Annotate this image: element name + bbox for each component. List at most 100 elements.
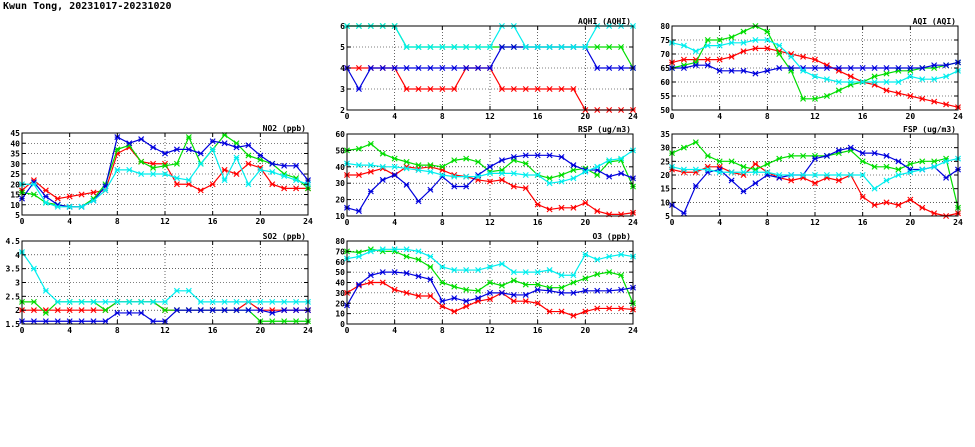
aqi-green-point	[871, 73, 878, 80]
aqhi-blue-point	[451, 65, 458, 71]
no2-cyan-point	[66, 203, 73, 210]
aqhi-x-tick-label: 0	[345, 112, 350, 121]
so2-blue-point	[197, 307, 204, 314]
o3-red-point	[522, 298, 529, 305]
aqhi-red-point	[355, 65, 362, 71]
aqhi-red-point	[451, 86, 458, 92]
o3-cyan-point	[427, 253, 434, 260]
aqi-red-point	[716, 56, 723, 63]
fsp-red-point	[895, 202, 902, 209]
o3-y-tick-label: 10	[335, 310, 345, 319]
o3-red-point	[546, 308, 553, 315]
aqi-red-point	[728, 53, 735, 60]
so2-blue-point	[138, 309, 145, 316]
page-title: Kwun Tong, 20231017-20231020	[3, 1, 172, 12]
rsp-blue-point	[558, 153, 565, 160]
no2-x-tick-label: 4	[67, 217, 72, 226]
so2-blue-point	[281, 307, 288, 314]
o3-red-point	[534, 300, 541, 307]
fsp-blue-point	[883, 152, 890, 159]
o3-green-point	[510, 277, 517, 284]
o3-red-point	[427, 292, 434, 299]
aqhi-y-tick-label: 3	[340, 85, 345, 94]
o3-cyan-point	[582, 251, 589, 258]
o3-x-tick-label: 12	[485, 326, 495, 335]
fsp-cyan-point	[847, 172, 854, 178]
rsp-x-tick-label: 24	[628, 218, 638, 227]
aqhi-chart-title: AQHI (AQHI)	[578, 17, 631, 26]
fsp-green-point	[895, 166, 902, 173]
aqhi-red-point	[403, 86, 410, 92]
fsp-red-point	[871, 202, 878, 209]
aqi-cyan-point	[847, 79, 854, 85]
aqi-cyan-point	[728, 39, 735, 46]
aqi-cyan-point	[680, 42, 687, 49]
aqi-cyan-point	[776, 42, 783, 49]
so2-cyan-point	[30, 265, 37, 272]
aqi-blue-point	[680, 65, 687, 71]
fsp-red-point	[907, 196, 914, 203]
fsp-blue-point	[835, 147, 842, 154]
o3-x-tick-label: 24	[628, 326, 638, 335]
rsp-red-point	[534, 201, 541, 208]
so2-green-point	[293, 318, 300, 325]
aqhi-red-point	[439, 86, 446, 92]
aqi-green-point	[716, 37, 723, 43]
no2-green-point	[30, 191, 37, 198]
no2-green-point	[138, 158, 145, 165]
fsp-cyan-point	[776, 172, 783, 178]
fsp-cyan-point	[835, 172, 842, 178]
aqi-chart: 0 4 8 12 16 20 24 50 55 60 65 70 75 80 AQI (AQI)	[660, 17, 963, 121]
so2-x-tick-label: 0	[20, 326, 25, 335]
aqi-green-point	[776, 51, 783, 57]
fsp-cyan-point	[919, 166, 926, 173]
rsp-red-point	[487, 178, 493, 185]
rsp-y-tick-label: 30	[335, 179, 345, 188]
aqi-x-tick-label: 16	[858, 112, 868, 121]
fsp-chart: 0 4 8 12 16 20 24 5 10 15 20 25 30 35 FSP (ug/m3)	[660, 125, 963, 227]
so2-blue-point	[269, 309, 276, 316]
no2-red-point	[173, 181, 180, 188]
fsp-cyan-point	[883, 177, 890, 184]
aqi-green-point	[800, 95, 807, 102]
rsp-cyan-point	[582, 168, 589, 175]
so2-cyan-point	[102, 298, 109, 305]
rsp-red-point	[558, 204, 565, 211]
o3-cyan-point	[570, 272, 577, 279]
so2-green-point	[42, 309, 49, 316]
rsp-x-tick-label: 12	[485, 218, 495, 227]
no2-y-tick-label: 15	[10, 191, 20, 200]
fsp-y-tick-label: 35	[660, 130, 670, 139]
aqi-x-tick-label: 12	[810, 112, 820, 121]
fsp-red-point	[823, 174, 830, 181]
so2-red-point	[90, 307, 97, 314]
aqhi-cyan-point	[439, 44, 446, 50]
o3-red-point	[606, 305, 613, 312]
aqi-green-point	[740, 28, 747, 35]
no2-blue-point	[257, 152, 264, 159]
no2-blue-point	[185, 146, 192, 153]
o3-green-point	[606, 269, 613, 276]
aqhi-blue-point	[367, 65, 374, 71]
so2-cyan-point	[126, 298, 133, 305]
aqi-green-point	[704, 37, 711, 43]
aqi-x-tick-label: 8	[765, 112, 770, 121]
so2-cyan-point	[269, 298, 276, 305]
aqhi-red-point	[534, 86, 541, 92]
aqi-cyan-point	[871, 79, 878, 85]
fsp-y-tick-label: 25	[660, 157, 670, 166]
rsp-cyan-point	[379, 163, 386, 170]
o3-red-point	[570, 312, 577, 319]
o3-blue-point	[475, 295, 482, 302]
o3-green-point	[415, 256, 422, 263]
no2-cyan-point	[281, 173, 288, 180]
o3-cyan-point	[367, 248, 374, 255]
no2-cyan-point	[245, 181, 252, 188]
aqhi-blue-point	[427, 65, 434, 71]
fsp-cyan-point	[788, 172, 795, 178]
rsp-blue-point	[510, 153, 517, 160]
aqi-blue-point	[907, 65, 914, 71]
aqi-cyan-point	[764, 37, 771, 43]
so2-blue-point	[293, 307, 300, 314]
o3-red-point	[379, 279, 386, 286]
